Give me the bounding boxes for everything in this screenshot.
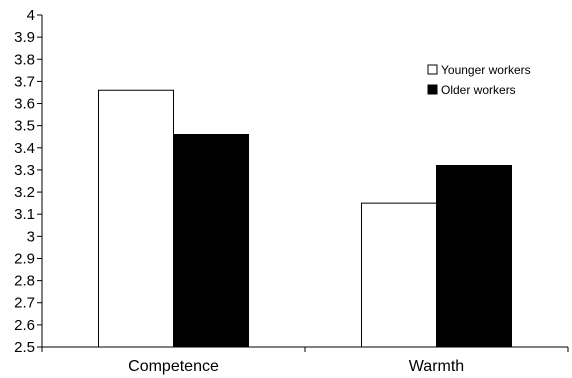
y-tick-label: 3.3 xyxy=(14,162,35,179)
y-tick-label: 3.1 xyxy=(14,206,35,223)
y-axis: 2.5 2.6 2.7 2.8 2.9 3 3.1 3.2 3.3 3.4 3.5 3.6 3.7 3.8… xyxy=(14,7,43,356)
x-axis: Competence Warmth xyxy=(41,346,569,375)
y-tick-label: 3.5 xyxy=(14,118,35,135)
y-tick-label: 2.9 xyxy=(14,250,35,267)
bar-younger-workers-warmth xyxy=(361,202,437,348)
y-tick-label: 3.7 xyxy=(14,73,35,90)
x-category-label: Warmth xyxy=(409,358,464,375)
x-category-label: Competence xyxy=(128,358,219,375)
y-tick-label: 4 xyxy=(27,7,35,24)
y-tick-label: 3.2 xyxy=(14,184,35,201)
y-tick-label: 3.6 xyxy=(14,96,35,113)
legend-label: Older workers xyxy=(441,83,516,97)
y-tick-label: 2.7 xyxy=(14,295,35,312)
legend-label: Younger workers xyxy=(441,63,531,77)
y-tick-label: 3.4 xyxy=(14,140,35,157)
y-tick-label: 2.8 xyxy=(14,273,35,290)
bar-younger-workers-competence xyxy=(98,89,174,348)
y-tick-label: 3.8 xyxy=(14,51,35,68)
legend-swatch xyxy=(427,64,438,75)
bar-older-workers-competence xyxy=(173,134,249,348)
bars xyxy=(98,89,512,348)
legend: Younger workers Older workers xyxy=(427,63,531,97)
y-tick-label: 3.9 xyxy=(14,29,35,46)
bar-older-workers-warmth xyxy=(436,165,512,348)
y-tick-label: 2.5 xyxy=(14,339,35,356)
legend-swatch xyxy=(427,84,438,95)
y-tick-label: 3 xyxy=(27,228,35,245)
y-tick-label: 2.6 xyxy=(14,317,35,334)
